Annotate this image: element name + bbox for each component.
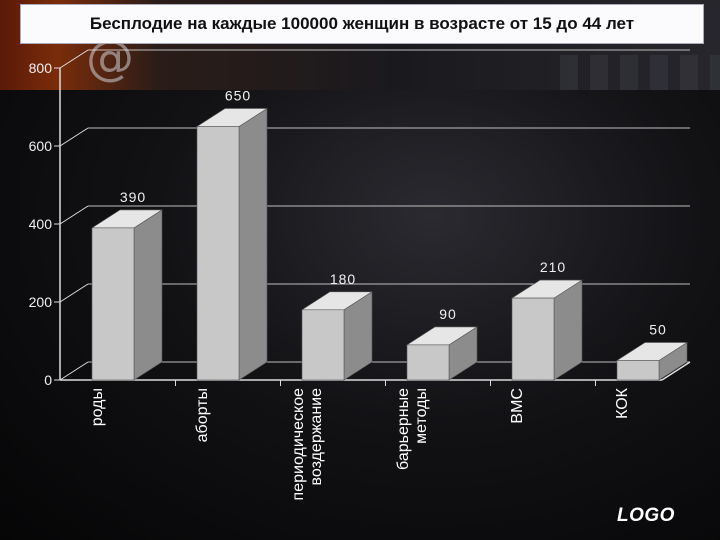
bar-side [133,209,163,381]
bar [196,126,240,381]
x-tick-label-line: барьерные [395,388,412,470]
data-label: 180 [330,271,356,287]
x-tick-label: барьерные методы [395,388,430,470]
x-tick-label-line: периодическое [290,388,307,501]
data-label: 210 [540,259,566,275]
bar [511,297,555,381]
y-tick-label: 800 [29,60,53,76]
x-tick-label-line: роды [89,388,106,426]
data-label: 50 [649,322,667,338]
bar [406,344,450,381]
grid-depth-line [59,49,89,69]
y-tick-label: 400 [29,216,53,232]
x-tick-label-line: КОК [614,387,631,419]
x-tick-label: аборты [194,388,211,442]
data-label: 650 [225,88,251,104]
x-axis-depth [661,361,691,381]
x-tick-label: КОК [614,387,631,419]
y-tick-label: 600 [29,138,53,154]
title-box: Бесплодие на каждые 100000 женщин в возр… [20,4,704,44]
x-tick-label: роды [89,388,106,426]
grid-depth-line [59,127,89,147]
x-tick-label-line: методы [413,388,430,444]
bar [91,227,135,381]
bar [616,360,660,381]
data-label: 390 [120,189,146,205]
y-tick-label: 200 [29,294,53,310]
x-tick-label: периодическое воздержание [290,388,325,501]
grid-depth-line [59,361,89,381]
logo: LOGO [617,505,675,526]
x-tick-label: ВМС [509,388,526,424]
y-tick-label: 0 [44,372,52,388]
bar-side [238,107,268,381]
chart-title: Бесплодие на каждые 100000 женщин в возр… [89,14,635,33]
grid-depth-line [59,205,89,225]
x-tick-label-line: ВМС [509,388,526,424]
x-tick-label-line: аборты [194,388,211,442]
x-tick-label-line: воздержание [308,388,325,486]
grid-depth-line [59,283,89,303]
decorative-pattern [560,55,720,90]
data-label: 90 [439,306,457,322]
bar [301,309,345,381]
